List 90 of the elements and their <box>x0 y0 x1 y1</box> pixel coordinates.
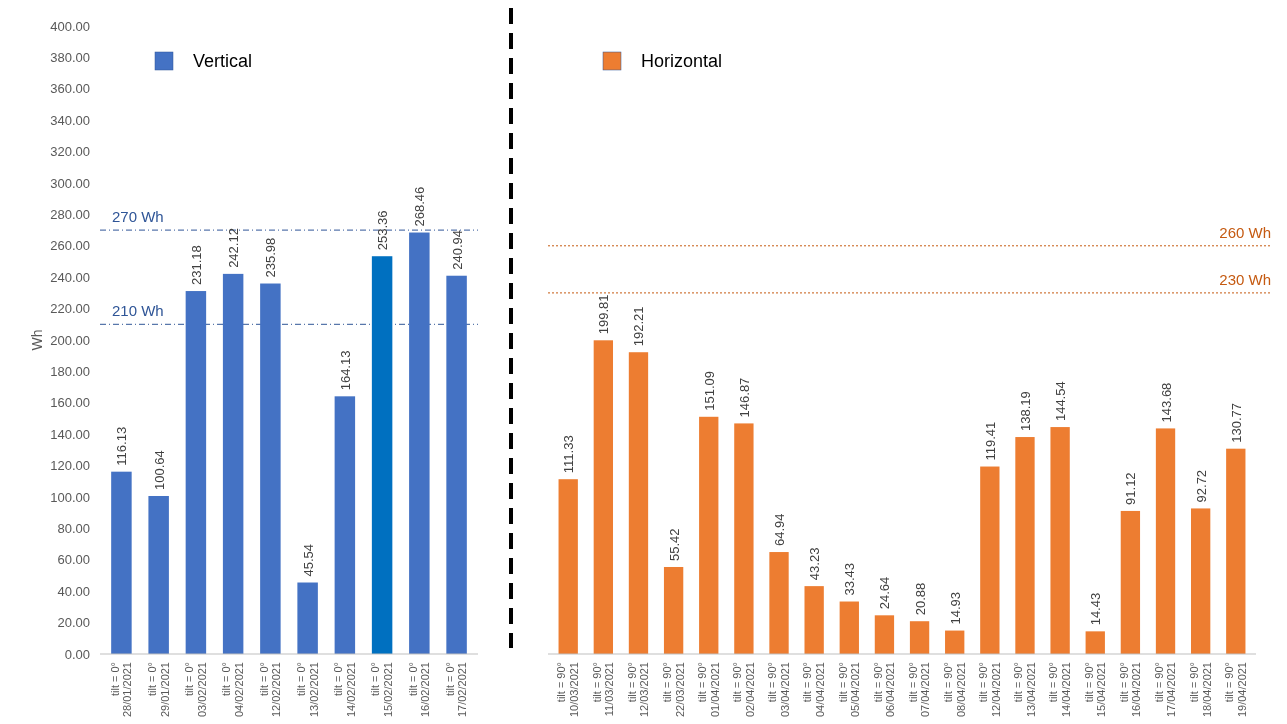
bar <box>804 586 824 654</box>
y-tick-label: 340.00 <box>50 112 90 128</box>
y-tick-label: 380.00 <box>50 49 90 65</box>
y-tick-label: 220.00 <box>50 301 90 317</box>
y-tick-label: 20.00 <box>57 615 90 631</box>
bar <box>874 615 895 654</box>
data-label: 33.43 <box>842 562 858 596</box>
data-label: 240.94 <box>449 229 465 270</box>
bar <box>1191 508 1211 654</box>
data-label: 91.12 <box>1123 472 1139 505</box>
bar <box>148 496 169 654</box>
ref-line-label: 210 Wh <box>112 302 164 320</box>
y-tick-label: 280.00 <box>50 206 90 222</box>
legend-label: Horizontal <box>641 51 723 72</box>
data-label: 116.13 <box>114 426 130 466</box>
data-label: 146.87 <box>736 377 752 418</box>
y-tick-label: 300.00 <box>50 175 90 191</box>
data-label: 100.64 <box>151 450 167 490</box>
data-label: 119.41 <box>982 421 998 461</box>
data-label: 14.43 <box>1088 592 1104 626</box>
y-tick-label: 120.00 <box>50 458 90 474</box>
bar <box>1155 428 1176 654</box>
data-label: 24.64 <box>877 576 893 610</box>
bar <box>1085 631 1105 654</box>
y-tick-label: 240.00 <box>50 269 90 285</box>
bar <box>334 396 356 654</box>
x-tick-label: tilt = 0° 28/01/2021 <box>108 662 134 718</box>
bar <box>980 466 1000 654</box>
y-tick-label: 360.00 <box>50 81 90 97</box>
bar <box>297 582 318 654</box>
data-label: 92.72 <box>1193 469 1209 503</box>
data-label: 192.21 <box>631 306 647 347</box>
bar <box>628 352 649 654</box>
data-label: 235.98 <box>263 237 279 278</box>
ref-line-label: 260 Wh <box>1219 223 1271 241</box>
bar <box>593 340 613 654</box>
y-tick-label: 180.00 <box>50 363 90 379</box>
data-label: 268.46 <box>412 186 428 227</box>
bar <box>769 552 789 654</box>
data-label: 20.88 <box>912 582 928 616</box>
data-label: 43.23 <box>807 547 823 581</box>
y-tick-label: 320.00 <box>50 144 90 160</box>
data-label: 199.81 <box>596 294 612 335</box>
bar <box>699 416 719 654</box>
bar <box>839 601 859 654</box>
bar <box>558 479 578 654</box>
legend-label: Vertical <box>193 51 253 72</box>
bar <box>446 275 467 654</box>
bar <box>409 232 430 654</box>
bar <box>734 423 754 654</box>
data-label: 55.42 <box>666 528 682 561</box>
bar <box>909 621 930 654</box>
data-label: 130.77 <box>1228 402 1244 443</box>
bar <box>945 630 965 654</box>
data-label: 143.68 <box>1158 382 1174 423</box>
data-label: 151.09 <box>701 371 717 411</box>
y-tick-label: 0.00 <box>64 646 90 662</box>
bar <box>111 471 132 654</box>
data-label: 64.94 <box>772 513 788 547</box>
x-tick-label: tilt = 90° 10/03/2021 <box>555 662 581 718</box>
y-tick-label: 40.00 <box>57 583 90 599</box>
y-tick-label: 160.00 <box>50 395 90 411</box>
y-tick-label: 200.00 <box>50 332 90 348</box>
data-label: 242.12 <box>226 228 242 268</box>
data-label: 144.54 <box>1053 381 1069 422</box>
data-label: 253.36 <box>375 210 391 251</box>
data-label: 45.54 <box>300 543 316 577</box>
bar <box>222 273 244 654</box>
ref-line-label: 230 Wh <box>1219 270 1271 288</box>
y-tick-label: 400.00 <box>50 18 90 34</box>
bar <box>1120 510 1141 654</box>
bar <box>663 566 684 654</box>
y-axis-title: Wh <box>29 329 45 351</box>
y-tick-label: 100.00 <box>50 489 90 505</box>
bar <box>1015 437 1035 654</box>
y-tick-label: 60.00 <box>57 552 90 568</box>
data-label: 138.19 <box>1017 391 1033 432</box>
data-label: 231.18 <box>188 245 204 286</box>
data-label: 164.13 <box>337 350 353 391</box>
ref-line-label: 270 Wh <box>112 208 164 226</box>
bar <box>371 256 393 654</box>
data-label: 111.33 <box>561 435 577 474</box>
bar <box>185 291 207 654</box>
bar <box>1050 427 1070 654</box>
y-tick-label: 140.00 <box>50 426 90 442</box>
bar <box>260 283 281 654</box>
data-label: 14.93 <box>947 592 963 625</box>
y-tick-label: 80.00 <box>57 520 90 536</box>
bar <box>1226 448 1246 654</box>
y-tick-label: 260.00 <box>50 238 90 254</box>
